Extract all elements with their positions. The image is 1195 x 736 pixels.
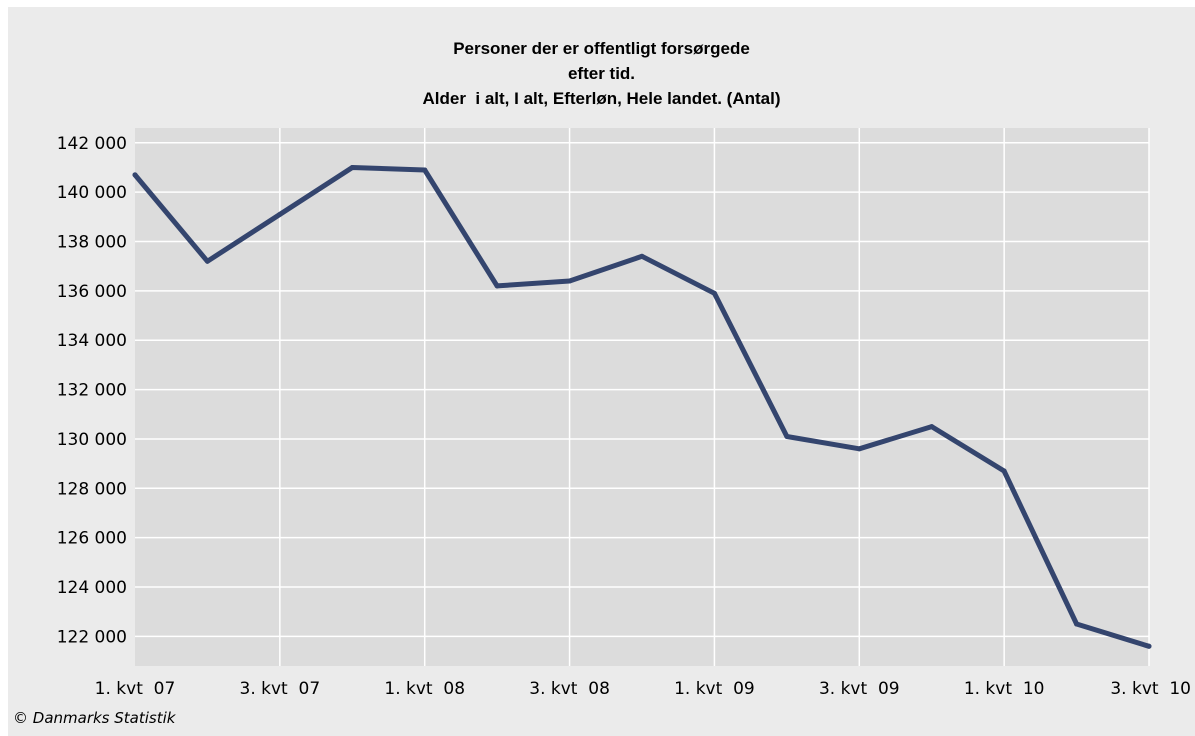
y-tick-label: 130 000 bbox=[57, 430, 127, 450]
data-point bbox=[784, 433, 790, 439]
y-tick-label: 126 000 bbox=[57, 529, 127, 549]
data-point bbox=[277, 211, 283, 217]
x-tick-label: 1. kvt 07 bbox=[95, 679, 176, 699]
y-axis: 142 000 140 000 138 000 136 000 134 000 132 0… bbox=[57, 134, 127, 648]
data-point bbox=[929, 424, 935, 430]
y-tick-label: 132 000 bbox=[57, 381, 127, 401]
y-tick-label: 128 000 bbox=[57, 479, 127, 499]
data-point bbox=[567, 278, 573, 284]
x-axis: 1. kvt 07 3. kvt 07 1. kvt 08 3. kvt 08 1. k… bbox=[95, 679, 1191, 699]
x-tick-label: 1. kvt 08 bbox=[384, 679, 465, 699]
x-tick-label: 3. kvt 09 bbox=[819, 679, 900, 699]
chart-title-line-2: efter tid. bbox=[567, 64, 636, 83]
series-layer bbox=[132, 164, 1152, 649]
data-point bbox=[422, 167, 428, 173]
copyright-credit: © Danmarks Statistik bbox=[13, 709, 176, 727]
y-tick-label: 136 000 bbox=[57, 282, 127, 302]
data-point bbox=[204, 258, 210, 264]
plot-area bbox=[135, 128, 1149, 666]
data-point bbox=[1074, 621, 1080, 627]
grid-lines bbox=[135, 128, 1150, 666]
data-point bbox=[132, 172, 138, 178]
chart-title-line-3: Alder i alt, I alt, Efterløn, Hele lande… bbox=[422, 89, 781, 108]
y-tick-label: 134 000 bbox=[57, 331, 127, 351]
data-point bbox=[856, 446, 862, 452]
y-tick-label: 138 000 bbox=[57, 233, 127, 253]
x-tick-label: 3. kvt 10 bbox=[1110, 679, 1191, 699]
x-tick-label: 1. kvt 09 bbox=[674, 679, 755, 699]
x-tick-label: 3. kvt 08 bbox=[529, 679, 610, 699]
y-tick-label: 122 000 bbox=[57, 627, 127, 647]
data-point bbox=[494, 283, 500, 289]
x-tick-label: 1. kvt 10 bbox=[964, 679, 1045, 699]
y-tick-label: 140 000 bbox=[57, 183, 127, 203]
y-tick-label: 142 000 bbox=[57, 134, 127, 154]
chart-title: Personer der er offentligt forsørgede ef… bbox=[8, 36, 1195, 111]
data-point bbox=[1146, 643, 1152, 649]
y-tick-label: 124 000 bbox=[57, 578, 127, 598]
chart-title-line-1: Personer der er offentligt forsørgede bbox=[453, 39, 750, 58]
data-point bbox=[711, 290, 717, 296]
x-tick-label: 3. kvt 07 bbox=[240, 679, 321, 699]
data-point bbox=[639, 253, 645, 259]
data-point bbox=[349, 164, 355, 170]
data-point bbox=[1001, 468, 1007, 474]
